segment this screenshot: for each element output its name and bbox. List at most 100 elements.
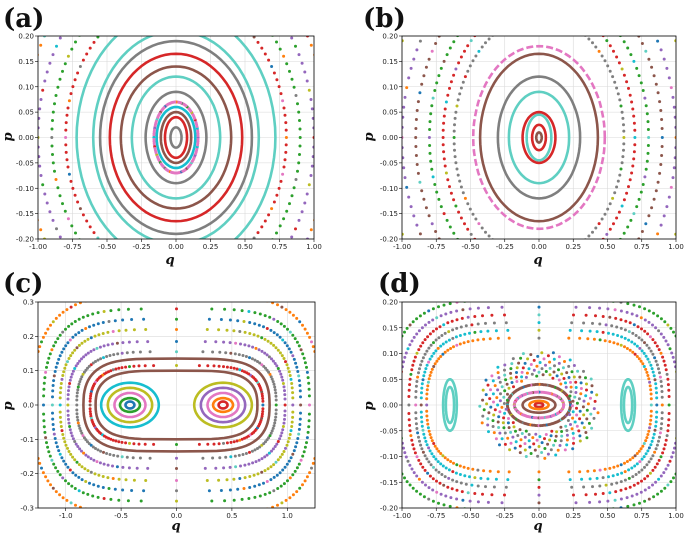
orbit-point (627, 185, 630, 189)
orbit-point (639, 447, 643, 451)
orbit-point (481, 25, 484, 28)
y-tick-label: -0.20 (380, 236, 398, 244)
orbit-point (295, 441, 299, 445)
orbit-point (242, 272, 245, 275)
orbit-curve (75, 36, 277, 239)
orbit-point (58, 452, 62, 456)
orbit-point (219, 489, 223, 492)
orbit-point (88, 397, 92, 400)
orbit-point (455, 343, 459, 347)
orbit-point (484, 321, 487, 325)
orbit-point (639, 316, 643, 320)
orbit-point (591, 485, 594, 489)
orbit-point (632, 303, 636, 307)
orbit-point (228, 318, 232, 322)
orbit-point (466, 44, 470, 48)
orbit-point (237, 353, 241, 357)
orbit-point (506, 478, 510, 482)
orbit-point (433, 183, 437, 186)
orbit-point (263, 492, 267, 496)
orbit-point (520, 375, 524, 379)
orbit-point (484, 230, 487, 234)
orbit-point (413, 355, 417, 359)
orbit-point (269, 431, 273, 435)
orbit-point (622, 123, 625, 127)
orbit-point (34, 446, 37, 449)
orbit-point (402, 446, 405, 450)
orbit-point (629, 252, 632, 255)
orbit-point (619, 326, 623, 330)
orbit-point (615, 86, 619, 90)
orbit-point (293, 264, 296, 267)
orbit-point (267, 0, 270, 3)
orbit-point (76, 200, 80, 204)
orbit-point (251, 345, 255, 349)
orbit-point (7, 160, 10, 163)
orbit-point (276, 320, 280, 323)
orbit-point (571, 399, 575, 403)
orbit-point (429, 370, 433, 374)
orbit-point (50, 348, 54, 352)
orbit-point (456, 98, 460, 102)
orbit-point (506, 436, 510, 440)
orbit-point (476, 322, 480, 326)
orbit-point (477, 222, 481, 226)
orbit-point (280, 452, 284, 456)
orbit-point (271, 359, 275, 363)
orbit-point (597, 49, 601, 53)
orbit-point (51, 119, 54, 122)
orbit-point (52, 462, 56, 466)
orbit-point (452, 198, 456, 202)
orbit-point (343, 136, 346, 139)
orbit-point (293, 469, 297, 473)
orbit-point (424, 65, 428, 69)
orbit-point (451, 470, 455, 474)
orbit-point (12, 195, 15, 198)
orbit-point (492, 321, 496, 325)
orbit-point (17, 218, 20, 221)
orbit-point (54, 316, 58, 320)
orbit-point (506, 421, 510, 425)
orbit-point (462, 465, 466, 469)
orbit-point (614, 316, 618, 320)
orbit-point (316, 12, 319, 15)
orbit-point (670, 29, 673, 32)
orbit-point (667, 412, 671, 415)
orbit-point (619, 309, 623, 313)
orbit-point (38, 461, 42, 465)
orbit-point (40, 340, 43, 344)
orbit-point (44, 280, 47, 283)
orbit-point (303, 445, 307, 449)
orbit-point (444, 466, 448, 470)
orbit-point (256, 40, 260, 44)
orbit-point (666, 377, 670, 381)
orbit-point (117, 440, 121, 444)
orbit-point (65, 158, 69, 162)
orbit-point (618, 292, 621, 295)
orbit-point (647, 460, 651, 464)
orbit-point (387, 394, 390, 397)
orbit-point (650, 65, 654, 69)
orbit-point (77, 463, 81, 467)
orbit-point (257, 483, 261, 487)
orbit-point (124, 284, 127, 287)
orbit-point (434, 349, 438, 353)
orbit-point (538, 0, 541, 2)
y-tick-label: 0.05 (18, 109, 34, 117)
orbit-point (307, 412, 311, 416)
orbit-point (43, 79, 47, 83)
orbit-point (77, 489, 81, 493)
orbit-point (679, 343, 682, 346)
orbit-point (75, 460, 79, 464)
orbit-point (205, 328, 209, 331)
orbit-point (559, 382, 563, 386)
orbit-point (423, 31, 426, 34)
orbit-point (615, 481, 619, 485)
orbit-point (502, 426, 506, 430)
orbit-point (578, 417, 582, 421)
orbit-point (435, 327, 438, 331)
orbit-point (569, 423, 572, 426)
orbit-point (295, 466, 299, 470)
orbit-point (555, 17, 558, 20)
orbit-point (449, 191, 453, 195)
